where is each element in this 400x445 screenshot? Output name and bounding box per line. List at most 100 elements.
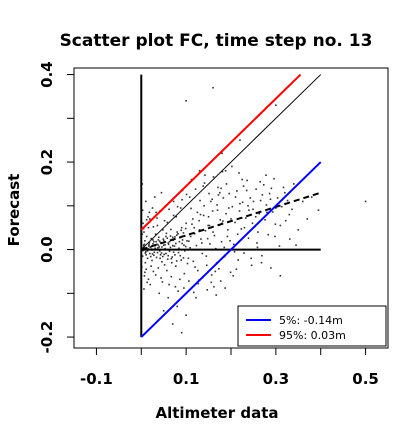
scatter-point [162, 238, 165, 240]
scatter-point [156, 217, 158, 219]
scatter-point [205, 264, 208, 267]
scatter-point [262, 184, 265, 186]
scatter-point [317, 209, 320, 211]
scatter-point [279, 275, 282, 277]
scatter-point [229, 240, 231, 242]
scatter-point [148, 243, 150, 246]
scatter-point [197, 269, 199, 272]
scatter-point [238, 210, 241, 212]
scatter-point [171, 236, 174, 239]
scatter-point [144, 250, 147, 253]
scatter-point [220, 187, 222, 190]
scatter-point [152, 270, 155, 273]
scatter-point [178, 247, 180, 250]
scatter-point [177, 290, 179, 292]
scatter-point [166, 237, 169, 239]
scatter-point [197, 282, 200, 285]
scatter-point [152, 226, 155, 228]
scatter-point [224, 287, 226, 289]
scatter-point [201, 242, 203, 244]
scatter-point [157, 239, 160, 241]
scatter-point [213, 285, 215, 288]
scatter-point [153, 240, 155, 243]
scatter-point [163, 253, 165, 256]
scatter-point [145, 254, 148, 256]
scatter-point [186, 262, 189, 265]
scatter-point [143, 243, 146, 246]
scatter-point [224, 170, 227, 172]
scatter-point [198, 170, 201, 172]
scatter-point [255, 188, 257, 190]
scatter-point [158, 240, 161, 243]
scatter-point [219, 219, 222, 221]
scatter-point [145, 219, 148, 221]
scatter-point [183, 244, 185, 246]
scatter-point [188, 240, 190, 243]
scatter-point [216, 204, 218, 206]
scatter-point [236, 190, 238, 192]
scatter-point [146, 257, 149, 260]
scatter-point [163, 264, 166, 266]
scatter-point [195, 244, 198, 247]
scatter-point [172, 214, 175, 217]
scatter-point [256, 242, 258, 244]
scatter-point [284, 219, 287, 222]
scatter-point [243, 226, 246, 229]
scatter-point [185, 100, 187, 102]
scatter-point [149, 252, 151, 255]
scatter-point [146, 250, 149, 252]
scatter-point [248, 209, 250, 211]
scatter-point [154, 233, 157, 236]
scatter-point [251, 222, 254, 225]
scatter-point [157, 244, 160, 246]
scatter-point [149, 283, 152, 286]
scatter-point [165, 252, 167, 255]
scatter-point [170, 275, 173, 278]
scatter-point [194, 188, 197, 190]
scatter-point [183, 272, 186, 275]
scatter-point [190, 207, 192, 210]
scatter-point [160, 191, 163, 194]
scatter-point [162, 255, 164, 258]
scatter-point [203, 205, 205, 207]
scatter-point [192, 218, 194, 220]
line-quantile-95 [140, 73, 302, 231]
scatter-point [157, 236, 160, 239]
scatter-point [364, 200, 367, 203]
scatter-point [161, 281, 164, 283]
scatter-point [293, 183, 295, 185]
scatter-point [239, 139, 241, 141]
x-axis: -0.1 0.1 0.3 0.5 [80, 347, 379, 388]
line-regression [140, 191, 322, 251]
scatter-point [264, 219, 266, 221]
scatter-point [247, 205, 249, 207]
scatter-point [306, 218, 309, 220]
scatter-point [141, 209, 144, 211]
scatter-point [189, 247, 191, 249]
scatter-point [221, 152, 223, 155]
scatter-point [218, 268, 220, 270]
scatter-point [188, 196, 191, 198]
scatter-point [210, 281, 213, 284]
scatter-point [252, 200, 255, 203]
scatter-point [184, 245, 187, 248]
y-tick-label: 0.4 [38, 61, 56, 88]
scatter-point [152, 239, 154, 241]
scatter-point [183, 287, 185, 289]
scatter-point [142, 244, 145, 246]
scatter-point [213, 234, 216, 237]
scatter-point [228, 192, 231, 195]
scatter-point [162, 229, 164, 231]
x-tick-label: 0.3 [263, 370, 290, 388]
scatter-point [201, 252, 204, 255]
scatter-point [205, 255, 208, 257]
scatter-point [162, 310, 165, 312]
scatter-point [199, 199, 201, 202]
scatter-point [220, 240, 223, 243]
scatter-point [172, 251, 175, 253]
scatter-point [176, 231, 178, 233]
scatter-point [275, 104, 277, 106]
scatter-point [202, 214, 205, 217]
x-axis-title: Altimeter data [156, 404, 279, 422]
scatter-point [167, 296, 169, 299]
